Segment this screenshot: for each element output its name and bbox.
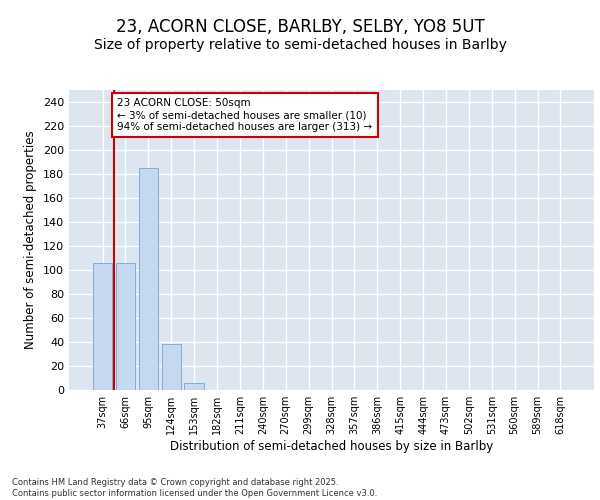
Text: Contains HM Land Registry data © Crown copyright and database right 2025.
Contai: Contains HM Land Registry data © Crown c…: [12, 478, 377, 498]
Bar: [116, 263, 135, 390]
Text: 23 ACORN CLOSE: 50sqm
← 3% of semi-detached houses are smaller (10)
94% of semi-: 23 ACORN CLOSE: 50sqm ← 3% of semi-detac…: [118, 98, 373, 132]
X-axis label: Distribution of semi-detached houses by size in Barlby: Distribution of semi-detached houses by …: [170, 440, 493, 453]
Bar: [161, 344, 181, 390]
Y-axis label: Number of semi-detached properties: Number of semi-detached properties: [25, 130, 37, 350]
Text: Size of property relative to semi-detached houses in Barlby: Size of property relative to semi-detach…: [94, 38, 506, 52]
Bar: [184, 383, 204, 390]
Text: 23, ACORN CLOSE, BARLBY, SELBY, YO8 5UT: 23, ACORN CLOSE, BARLBY, SELBY, YO8 5UT: [116, 18, 484, 36]
Bar: [93, 263, 112, 390]
Bar: [139, 168, 158, 390]
